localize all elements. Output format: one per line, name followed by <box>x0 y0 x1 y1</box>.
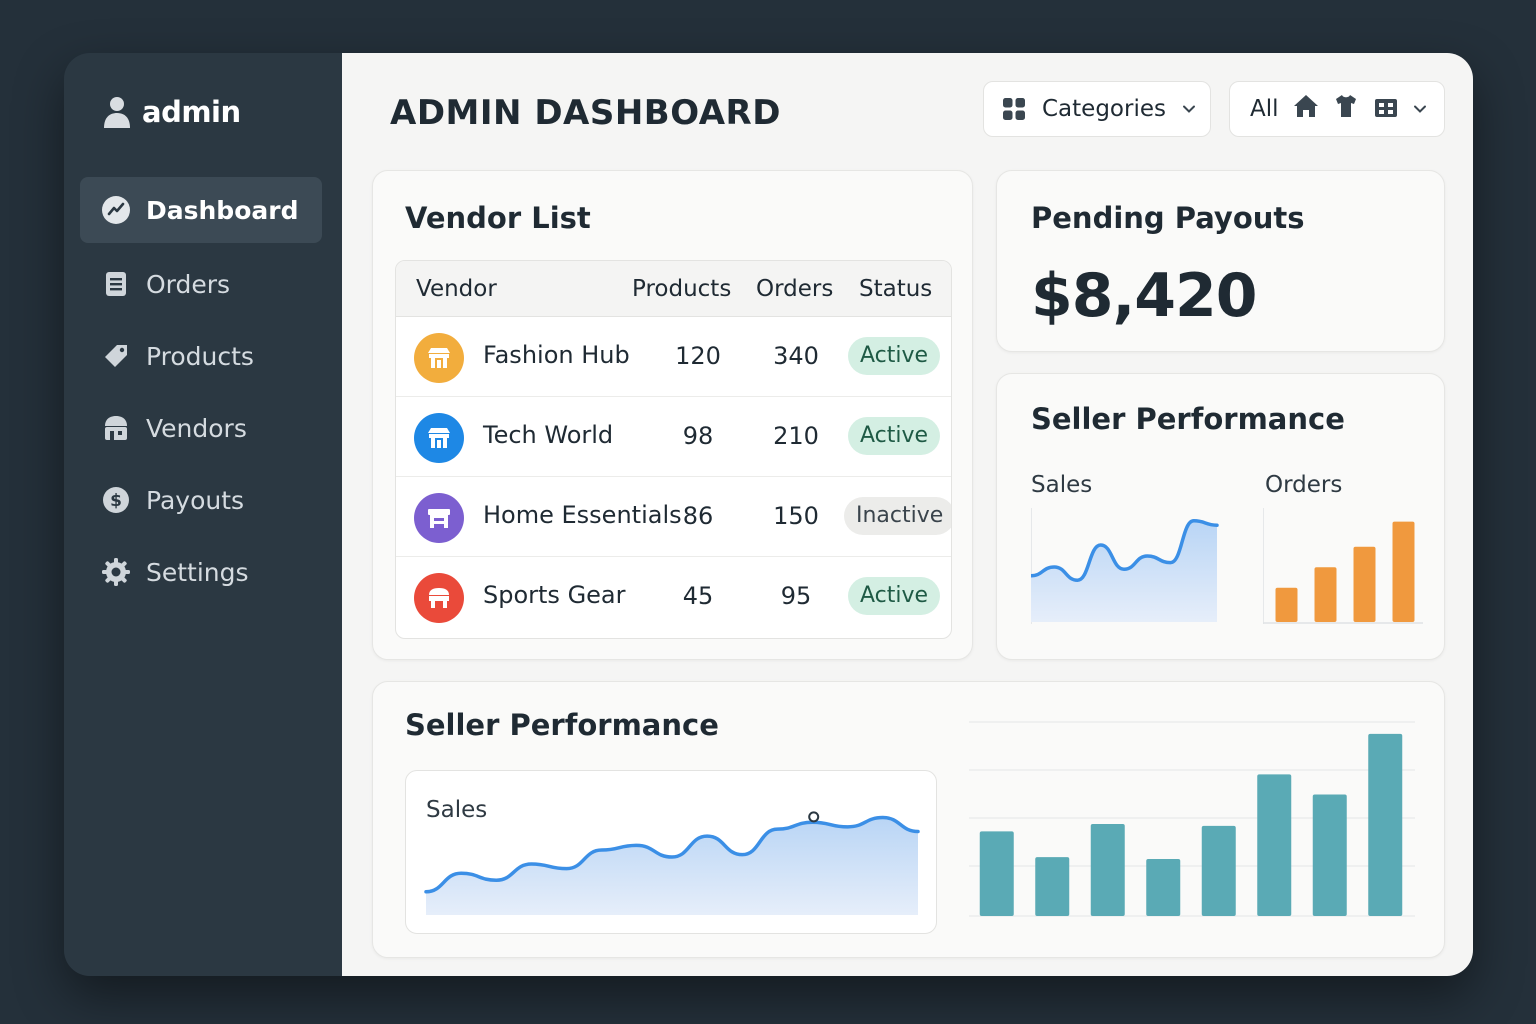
store-icon <box>414 413 464 463</box>
orders-bar-chart <box>1263 508 1423 624</box>
categories-dropdown[interactable]: Categories <box>983 81 1211 137</box>
brand: admin <box>102 95 241 129</box>
grid-icon <box>1003 98 1025 120</box>
bar <box>1314 567 1337 622</box>
bar <box>1353 546 1376 622</box>
main-content: ADMIN DASHBOARD Categories All <box>342 53 1473 976</box>
sales-area-chart <box>424 811 920 915</box>
area-fill <box>1031 520 1217 622</box>
area-fill <box>426 817 918 915</box>
categories-label: Categories <box>1042 96 1166 122</box>
chevron-down-icon <box>1413 96 1427 122</box>
sales-label: Sales <box>1031 472 1093 498</box>
payouts-title: Pending Payouts <box>1031 201 1305 235</box>
vendor-list-card: Vendor List Vendor Products Orders Statu… <box>372 170 973 660</box>
vendor-orders: 150 <box>773 502 819 530</box>
highlight-marker <box>808 811 820 823</box>
bar <box>1312 794 1347 916</box>
sidebar-item-label: Products <box>146 341 254 371</box>
table-row[interactable]: Home Essentials 86 150 Inactive <box>396 477 951 557</box>
table-row[interactable]: Fashion Hub 120 340 Active <box>396 317 951 397</box>
payout-amount: $8,420 <box>1031 261 1258 331</box>
sidebar-item-payouts[interactable]: $ Payouts <box>80 467 322 533</box>
sales-chart-panel: Sales <box>405 770 937 934</box>
svg-text:$: $ <box>110 491 122 511</box>
seller-performance-title: Seller Performance <box>1031 402 1345 436</box>
vendor-products: 86 <box>682 502 714 530</box>
sidebar-item-label: Vendors <box>146 413 247 443</box>
sidebar-item-label: Payouts <box>146 485 245 515</box>
series-line <box>1031 519 1219 582</box>
filter-dropdown[interactable]: All <box>1229 81 1445 137</box>
building-icon[interactable] <box>1373 93 1399 125</box>
orders-label: Orders <box>1265 472 1343 498</box>
column-header-orders[interactable]: Orders <box>756 276 834 302</box>
vendor-orders: 95 <box>780 582 812 610</box>
vendor-table: Vendor Products Orders Status Fashion Hu… <box>395 260 952 639</box>
bar <box>1257 774 1292 916</box>
filter-label: All <box>1250 96 1279 122</box>
bar <box>1275 587 1298 622</box>
bar <box>1201 825 1236 916</box>
bar <box>1090 824 1125 916</box>
sidebar-item-label: Settings <box>146 557 249 587</box>
pending-payouts-card: Pending Payouts $8,420 <box>996 170 1445 352</box>
bar <box>1035 857 1070 916</box>
user-icon <box>104 97 130 128</box>
store-icon <box>100 412 132 444</box>
bar <box>1146 858 1181 916</box>
sidebar-item-orders[interactable]: Orders <box>80 251 322 317</box>
sidebar-item-label: Orders <box>146 269 231 299</box>
column-header-products[interactable]: Products <box>632 276 732 302</box>
vendor-orders: 210 <box>773 422 819 450</box>
store-icon <box>414 573 464 623</box>
home-icon[interactable] <box>1293 93 1319 125</box>
document-icon <box>100 268 132 300</box>
vendor-name: Home Essentials <box>483 501 682 529</box>
vendor-products: 120 <box>675 342 721 370</box>
bar <box>1368 733 1403 916</box>
seller-performance-wide-card: Seller Performance Sales <box>372 681 1445 958</box>
column-header-vendor[interactable]: Vendor <box>416 276 497 302</box>
table-row[interactable]: Sports Gear 45 95 Active <box>396 557 951 637</box>
status-badge: Inactive <box>844 497 951 535</box>
sales-label: Sales <box>426 797 488 823</box>
store-icon <box>414 333 464 383</box>
sidebar: admin Dashboard Orders Products Vendors <box>64 53 342 976</box>
bar <box>1392 521 1415 622</box>
table-header: Vendor Products Orders Status <box>396 261 951 317</box>
sidebar-item-products[interactable]: Products <box>80 323 322 389</box>
table-row[interactable]: Tech World 98 210 Active <box>396 397 951 477</box>
store-icon <box>414 493 464 543</box>
status-badge: Active <box>848 337 941 375</box>
vendor-list-title: Vendor List <box>405 201 591 235</box>
status-badge: Active <box>848 417 941 455</box>
trend-icon <box>100 194 132 226</box>
bar <box>979 831 1014 916</box>
dollar-icon: $ <box>100 484 132 516</box>
vendor-products: 45 <box>682 582 714 610</box>
vendor-name: Tech World <box>483 421 614 449</box>
sales-area-chart <box>1031 508 1219 624</box>
sidebar-item-settings[interactable]: Settings <box>80 539 322 605</box>
vendor-orders: 340 <box>773 342 819 370</box>
brand-name: admin <box>142 95 241 129</box>
vendor-name: Sports Gear <box>483 581 626 609</box>
tag-icon <box>100 340 132 372</box>
column-header-status[interactable]: Status <box>859 276 933 302</box>
vendor-name: Fashion Hub <box>483 341 630 369</box>
app-window: admin Dashboard Orders Products Vendors <box>64 53 1473 976</box>
sidebar-item-dashboard[interactable]: Dashboard <box>80 177 322 243</box>
vendor-products: 98 <box>682 422 714 450</box>
sidebar-item-vendors[interactable]: Vendors <box>80 395 322 461</box>
seller-performance-wide-title: Seller Performance <box>405 708 719 742</box>
chevron-down-icon <box>1182 96 1196 122</box>
sidebar-item-label: Dashboard <box>146 195 299 225</box>
shirt-icon[interactable] <box>1333 93 1359 125</box>
performance-bar-chart <box>969 721 1415 917</box>
status-badge: Active <box>848 577 941 615</box>
gear-icon <box>100 556 132 588</box>
seller-performance-card: Seller Performance Sales Orders <box>996 373 1445 660</box>
page-title: ADMIN DASHBOARD <box>390 93 781 133</box>
